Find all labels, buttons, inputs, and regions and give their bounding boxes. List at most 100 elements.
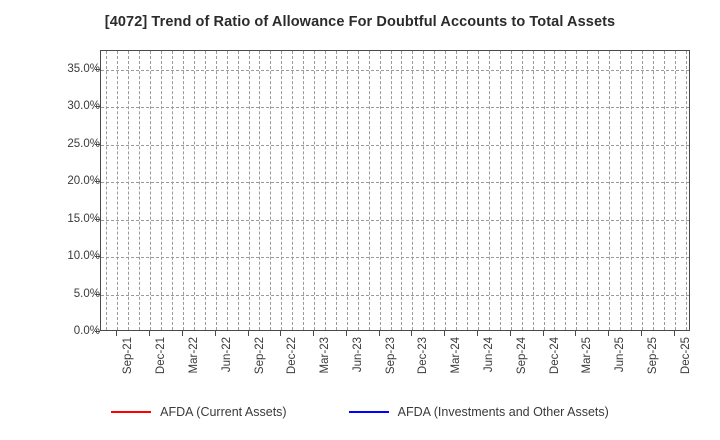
x-axis-tick-mark bbox=[181, 331, 183, 336]
gridline-vertical bbox=[193, 51, 195, 330]
x-axis-tick-label: Jun-22 bbox=[220, 337, 233, 373]
gridline-vertical bbox=[204, 51, 206, 330]
gridline-vertical bbox=[248, 51, 250, 330]
x-axis-tick-mark bbox=[116, 331, 118, 336]
x-axis-tick-mark bbox=[411, 331, 413, 336]
y-axis-tick-mark bbox=[95, 181, 100, 183]
gridline-vertical bbox=[215, 51, 217, 330]
gridline-vertical bbox=[106, 51, 108, 330]
gridline-vertical bbox=[576, 51, 578, 330]
x-axis-tick-label: Sep-24 bbox=[515, 337, 528, 375]
legend-color-swatch bbox=[348, 411, 389, 413]
x-axis-tick-label: Dec-23 bbox=[417, 337, 430, 375]
x-axis-tick-label: Mar-23 bbox=[319, 337, 332, 374]
gridline-vertical bbox=[652, 51, 654, 330]
x-axis-tick-label: Jun-23 bbox=[351, 337, 364, 373]
x-axis-tick-mark bbox=[575, 331, 577, 336]
y-axis-tick-mark bbox=[95, 293, 100, 295]
gridline-vertical bbox=[543, 51, 545, 330]
gridline-vertical bbox=[324, 51, 326, 330]
legend-item[interactable]: AFDA (Current Assets) bbox=[111, 405, 287, 419]
y-axis-tick-mark bbox=[95, 331, 100, 332]
gridline-vertical bbox=[445, 51, 447, 330]
chart-title: [4072] Trend of Ratio of Allowance For D… bbox=[104, 14, 616, 30]
x-axis-tick-mark bbox=[313, 331, 315, 336]
gridline-vertical bbox=[477, 51, 479, 330]
x-axis-tick-mark bbox=[149, 331, 151, 336]
x-axis-tick-mark bbox=[640, 331, 642, 336]
legend-label: AFDA (Investments and Other Assets) bbox=[397, 405, 609, 419]
gridline-vertical bbox=[117, 51, 119, 330]
gridline-vertical bbox=[488, 51, 490, 330]
gridline-vertical bbox=[390, 51, 392, 330]
x-axis-tick-label: Dec-25 bbox=[679, 337, 692, 375]
gridline-vertical bbox=[619, 51, 621, 330]
gridline-vertical bbox=[379, 51, 381, 330]
gridline-vertical bbox=[335, 51, 337, 330]
x-axis-tick-label: Dec-24 bbox=[548, 337, 561, 375]
x-axis-tick-label: Jun-25 bbox=[614, 337, 627, 373]
x-axis-tick-label: Mar-24 bbox=[450, 337, 463, 374]
gridline-vertical bbox=[609, 51, 611, 330]
gridline-vertical bbox=[554, 51, 556, 330]
y-axis-tick-label: 25.0% bbox=[67, 137, 100, 150]
gridline-vertical bbox=[630, 51, 632, 330]
gridline-vertical bbox=[499, 51, 501, 330]
x-axis-tick-label: Dec-21 bbox=[155, 337, 168, 375]
gridline-vertical bbox=[346, 51, 348, 330]
y-axis-tick-mark bbox=[95, 218, 100, 220]
gridline-vertical bbox=[357, 51, 359, 330]
x-axis-tick-label: Mar-22 bbox=[187, 337, 200, 374]
gridline-vertical bbox=[423, 51, 425, 330]
gridline-vertical bbox=[161, 51, 163, 330]
gridline-vertical bbox=[259, 51, 261, 330]
y-axis-tick-mark bbox=[95, 256, 100, 258]
x-axis-tick-mark bbox=[280, 331, 282, 336]
gridline-vertical bbox=[467, 51, 469, 330]
x-axis-tick-mark bbox=[214, 331, 216, 336]
gridline-vertical bbox=[281, 51, 283, 330]
legend-item[interactable]: AFDA (Investments and Other Assets) bbox=[348, 405, 609, 419]
gridline-vertical bbox=[434, 51, 436, 330]
y-axis-tick-mark bbox=[95, 68, 100, 70]
gridline-vertical bbox=[401, 51, 403, 330]
y-axis-tick-mark bbox=[95, 143, 100, 145]
x-axis-tick-label: Mar-25 bbox=[581, 337, 594, 374]
legend-color-swatch bbox=[111, 411, 152, 413]
gridline-horizontal bbox=[101, 69, 689, 71]
gridline-vertical bbox=[270, 51, 272, 330]
x-axis-tick-label: Jun-24 bbox=[482, 337, 495, 373]
x-axis-tick-label: Sep-23 bbox=[384, 337, 397, 375]
y-axis-tick-label: 20.0% bbox=[67, 175, 100, 188]
gridline-horizontal bbox=[101, 107, 689, 109]
chart-legend: AFDA (Current Assets) AFDA (Investments a… bbox=[0, 405, 720, 419]
x-axis-tick-mark bbox=[608, 331, 610, 336]
gridline-vertical bbox=[456, 51, 458, 330]
x-axis-tick-mark bbox=[378, 331, 380, 336]
gridline-horizontal bbox=[101, 257, 689, 259]
plot-inner bbox=[101, 51, 689, 330]
gridline-vertical bbox=[139, 51, 141, 330]
gridline-horizontal bbox=[101, 144, 689, 146]
gridline-vertical bbox=[128, 51, 130, 330]
y-axis-tick-mark bbox=[95, 106, 100, 108]
y-axis-tick-label: 0.0% bbox=[73, 325, 100, 337]
gridline-horizontal bbox=[101, 294, 689, 296]
gridline-horizontal bbox=[101, 182, 689, 184]
x-axis-tick-mark bbox=[509, 331, 511, 336]
y-axis-tick-label: 30.0% bbox=[67, 100, 100, 113]
x-axis-tick-mark bbox=[345, 331, 347, 336]
y-axis: 0.0% 5.0% 10.0% 15.0% 20.0% 25.0% 30.0% 35.0% bbox=[0, 0, 100, 440]
gridline-vertical bbox=[303, 51, 305, 330]
gridline-vertical bbox=[510, 51, 512, 330]
gridline-vertical bbox=[521, 51, 523, 330]
x-axis-tick-label: Sep-21 bbox=[122, 337, 135, 375]
y-axis-tick-label: 35.0% bbox=[67, 62, 100, 75]
gridline-horizontal bbox=[101, 219, 689, 221]
y-axis-tick-label: 15.0% bbox=[67, 212, 100, 225]
x-axis-tick-mark bbox=[673, 331, 675, 336]
gridline-vertical bbox=[150, 51, 152, 330]
gridline-vertical bbox=[685, 51, 687, 330]
